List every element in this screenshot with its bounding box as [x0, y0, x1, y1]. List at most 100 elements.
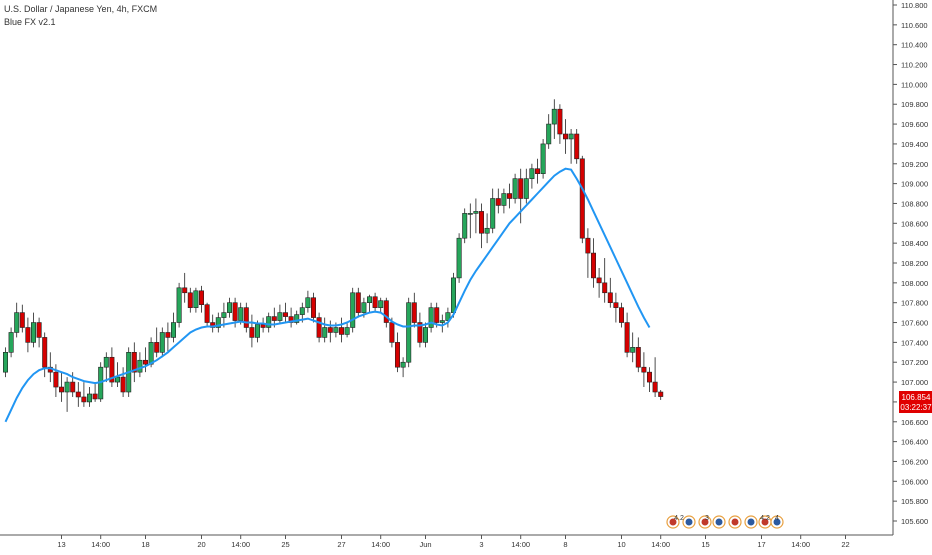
candle [378, 297, 384, 313]
candle-body [322, 327, 328, 338]
candle [534, 158, 540, 184]
event-icon[interactable] [728, 515, 742, 529]
candle-body [165, 332, 171, 338]
candle-body [506, 193, 512, 199]
candle-body [529, 168, 535, 179]
price-tick-label: 110.600 [901, 21, 928, 30]
candle [350, 287, 356, 333]
candle-body [120, 376, 126, 393]
candle-body [557, 108, 563, 135]
time-tick-label: 25 [281, 540, 289, 549]
candle [103, 352, 109, 383]
candle-body [495, 198, 501, 206]
moving-average-layer [4, 167, 651, 423]
candle-body [389, 322, 395, 343]
candle-body [658, 391, 664, 397]
candle [422, 322, 428, 348]
candle-body [445, 312, 451, 321]
candle [215, 312, 221, 333]
indicator-title[interactable]: Blue FX v2.1 [4, 17, 56, 27]
event-icon[interactable] [712, 515, 726, 529]
event-icon[interactable] [682, 515, 696, 529]
candle-body [266, 316, 272, 328]
time-tick-label: 8 [563, 540, 567, 549]
event-icon[interactable] [758, 515, 772, 529]
candle [501, 188, 507, 214]
candle [551, 99, 557, 139]
candle [579, 155, 585, 244]
country-flag-icon [773, 518, 781, 526]
candle [540, 138, 546, 179]
candle-body [310, 297, 316, 318]
candle [322, 317, 328, 343]
candle [613, 292, 619, 323]
candle [165, 322, 171, 353]
time-tick-label: 14:00 [231, 540, 250, 549]
candle [204, 302, 210, 328]
candle [618, 302, 624, 328]
candle-body [546, 123, 552, 145]
price-axis[interactable]: 105.600 105.800 106.000 106.200 106.400 106.6… [892, 0, 932, 550]
event-icon[interactable] [744, 515, 758, 529]
candle-body [383, 300, 389, 323]
candle-body [462, 213, 468, 239]
candle-body [624, 322, 630, 353]
candle-body [75, 391, 81, 398]
candle [159, 327, 165, 358]
candle [109, 347, 115, 388]
candle [176, 282, 182, 328]
candle [646, 367, 652, 392]
candle-body [176, 287, 182, 323]
candle [243, 302, 249, 333]
event-icon[interactable] [666, 515, 680, 529]
price-countdown: 03:22:37 [900, 403, 932, 412]
candle [154, 327, 160, 358]
candle-body [618, 307, 624, 323]
time-tick-label: 14:00 [651, 540, 670, 549]
candle-body [613, 302, 619, 308]
event-label: 3 [705, 515, 709, 522]
candle-body [355, 292, 361, 313]
candle-body [400, 361, 406, 368]
price-tick-label: 110.200 [901, 61, 928, 70]
last-price-label-bg [899, 391, 932, 413]
candle [445, 307, 451, 328]
candle [372, 292, 378, 313]
candle [355, 287, 361, 318]
candle-body [406, 302, 412, 363]
price-tick-label: 108.000 [901, 279, 928, 288]
candle [417, 312, 423, 348]
price-tick-label: 109.600 [901, 120, 928, 129]
candle-body [232, 302, 238, 321]
time-tick-label: 20 [197, 540, 205, 549]
candle [602, 258, 608, 303]
time-axis[interactable]: 13 14:00 18 20 14:00 25 27 14:00 Jun 3 14:00 8 10 14:… [0, 534, 893, 550]
time-tick-label: 22 [841, 540, 849, 549]
candle-body [277, 312, 283, 321]
candle-body [562, 133, 568, 140]
candle [635, 337, 641, 373]
candle-body [171, 322, 177, 338]
candle [25, 317, 31, 353]
candle [305, 290, 311, 313]
candle [36, 317, 42, 348]
event-icon[interactable] [698, 515, 712, 529]
price-tick-label: 105.600 [901, 517, 928, 526]
candle [366, 294, 372, 313]
candle [478, 203, 484, 249]
event-icon[interactable] [770, 515, 784, 529]
candle-body [70, 381, 76, 393]
candle [562, 119, 568, 154]
candle [42, 332, 48, 378]
candle-body [187, 292, 193, 308]
candle-body [568, 133, 574, 140]
candle-body [630, 347, 636, 353]
candle-body [428, 307, 434, 328]
economic-events[interactable]: 4.2 3 4.2 4 [666, 515, 784, 529]
candle [607, 277, 613, 308]
symbol-title[interactable]: U.S. Dollar / Japanese Yen, 4h, FXCM [4, 4, 158, 14]
candle-body [574, 133, 580, 160]
candle-body [109, 356, 115, 383]
